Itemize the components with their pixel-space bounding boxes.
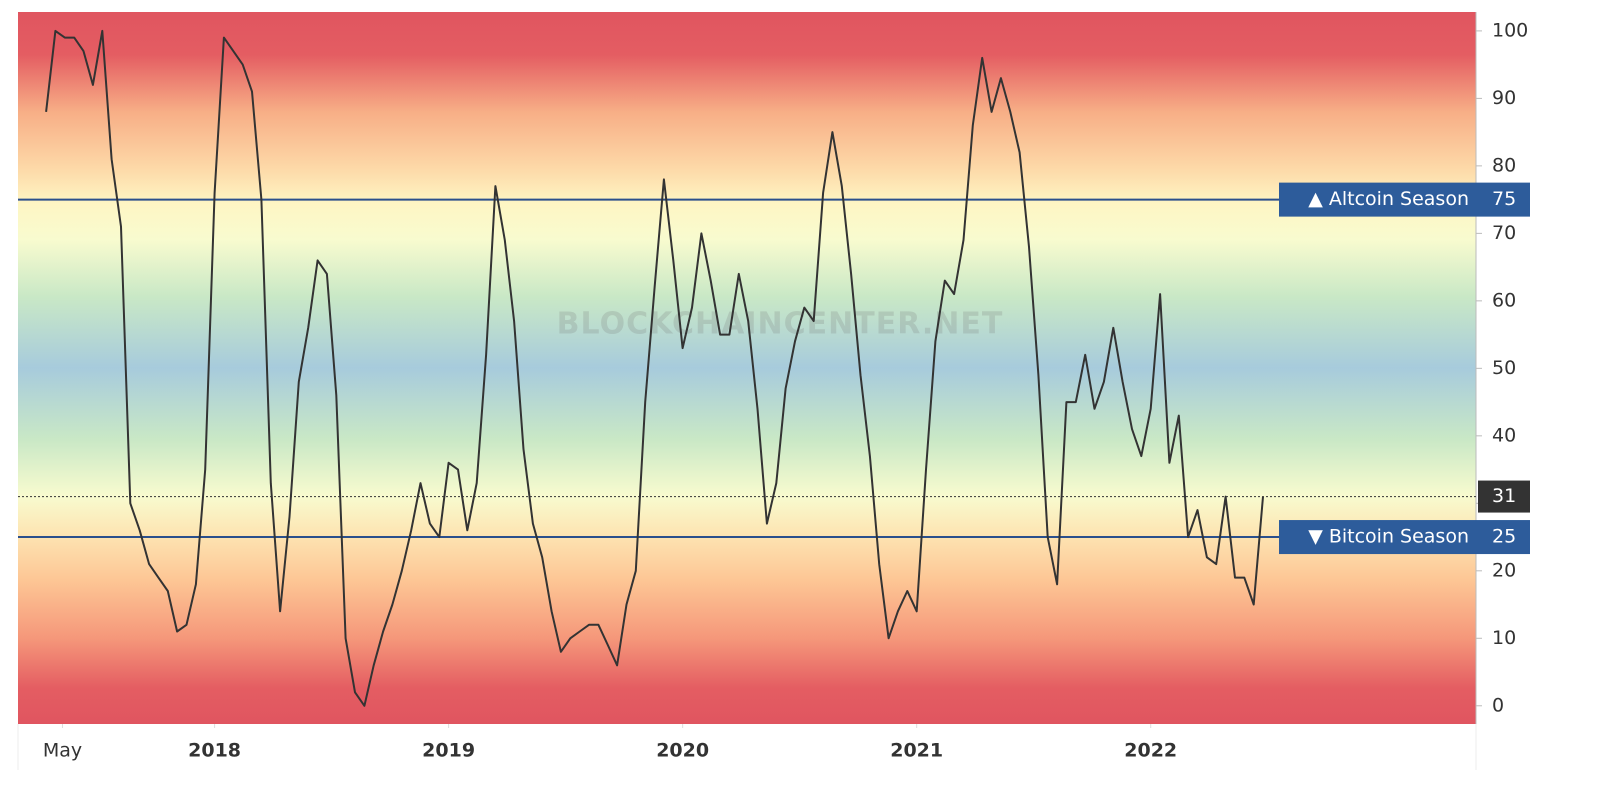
x-tick-label: 2018 — [188, 740, 241, 762]
watermark: BLOCKCHAINCENTER.NET — [557, 307, 1004, 342]
y-tick-label: 70 — [1492, 222, 1516, 244]
x-tick-label: 2019 — [422, 740, 475, 762]
reference-box — [1279, 182, 1530, 217]
y-tick-label: 50 — [1492, 357, 1516, 379]
y-tick-label: 10 — [1492, 627, 1516, 649]
x-tick-label: 2021 — [890, 740, 943, 762]
current-box — [1478, 480, 1530, 513]
y-tick-label: 80 — [1492, 154, 1516, 176]
reference-box — [1279, 520, 1530, 555]
y-tick-label: 90 — [1492, 87, 1516, 109]
y-tick-label: 60 — [1492, 289, 1516, 311]
y-tick-label: 40 — [1492, 424, 1516, 446]
y-tick-label: 20 — [1492, 559, 1516, 581]
y-tick-label: 100 — [1492, 19, 1528, 41]
x-tick-label: May — [43, 740, 82, 762]
data-line — [45, 29, 1264, 707]
plot-background — [18, 12, 1476, 724]
reference-label: ▲ Altcoin Season — [1308, 188, 1469, 210]
reference-value: 25 — [1492, 526, 1516, 548]
current-label: 31 — [1492, 485, 1516, 507]
x-tick-label: 2020 — [656, 740, 709, 762]
reference-value: 75 — [1492, 188, 1516, 210]
x-tick-label: 2022 — [1124, 740, 1177, 762]
reference-label: ▼ Bitcoin Season — [1308, 526, 1469, 548]
y-tick-label: 0 — [1492, 694, 1504, 716]
